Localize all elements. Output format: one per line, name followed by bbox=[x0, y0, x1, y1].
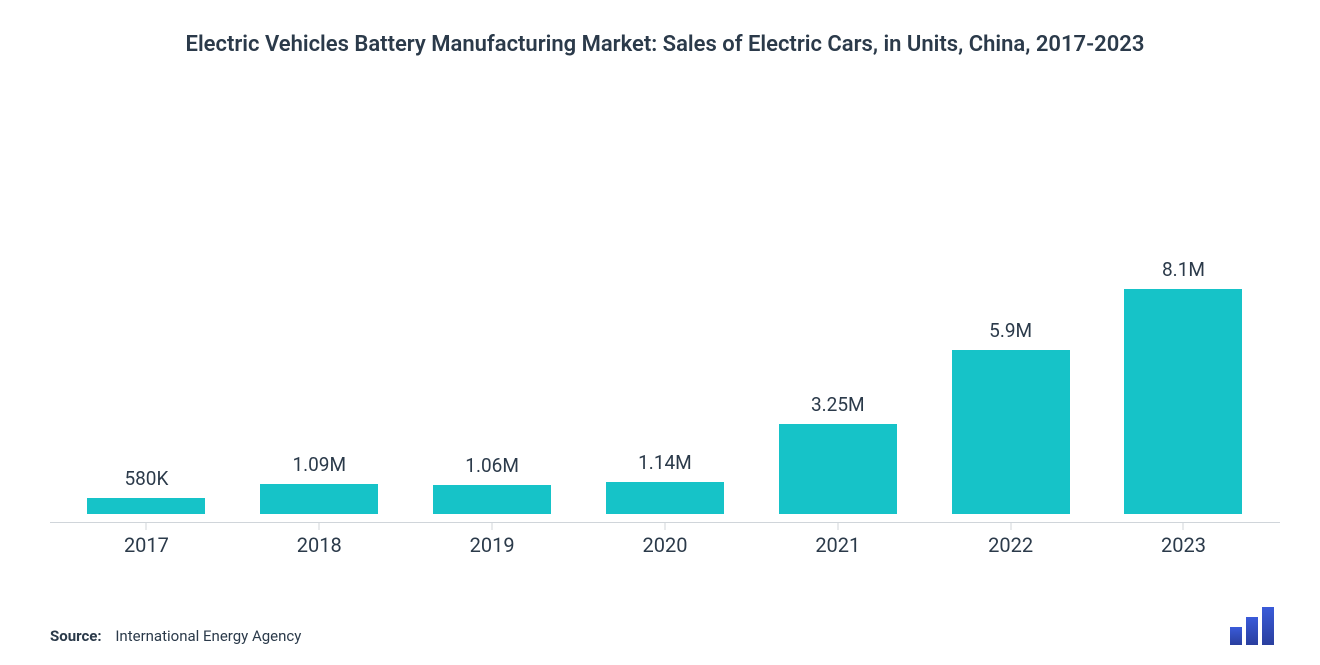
source-text: International Energy Agency bbox=[115, 627, 301, 645]
logo-bar bbox=[1246, 617, 1258, 645]
bar-group: 580K bbox=[76, 467, 216, 514]
chart-container: Electric Vehicles Battery Manufacturing … bbox=[0, 0, 1320, 665]
bar-group: 3.25M bbox=[768, 393, 908, 514]
bar bbox=[87, 498, 205, 514]
brand-logo-icon bbox=[1230, 607, 1280, 645]
bar-group: 5.9M bbox=[941, 319, 1081, 514]
chart-title: Electric Vehicles Battery Manufacturing … bbox=[186, 30, 1145, 61]
bar-value-label: 1.09M bbox=[292, 453, 346, 476]
bar-value-label: 3.25M bbox=[811, 393, 865, 416]
logo-bar bbox=[1230, 627, 1242, 645]
x-axis: 2017 2018 2019 2020 2021 2022 2023 bbox=[50, 522, 1280, 557]
x-axis-tick: 2022 bbox=[941, 523, 1081, 557]
x-axis-tick: 2023 bbox=[1113, 523, 1253, 557]
x-axis-tick: 2020 bbox=[595, 523, 735, 557]
chart-footer: Source: International Energy Agency bbox=[50, 557, 1280, 645]
logo-bar bbox=[1262, 607, 1274, 645]
x-axis-tick: 2019 bbox=[422, 523, 562, 557]
bar-group: 8.1M bbox=[1113, 258, 1253, 514]
bar-value-label: 1.06M bbox=[465, 454, 519, 477]
source-label: Source: bbox=[50, 627, 102, 645]
x-axis-tick: 2018 bbox=[249, 523, 389, 557]
source-line: Source: International Energy Agency bbox=[50, 627, 301, 645]
bar bbox=[433, 485, 551, 514]
bar bbox=[1124, 289, 1242, 514]
bar-value-label: 580K bbox=[124, 467, 168, 490]
bar bbox=[779, 424, 897, 514]
bar bbox=[606, 482, 724, 514]
bar-value-label: 5.9M bbox=[989, 319, 1032, 342]
bar-group: 1.09M bbox=[249, 453, 389, 514]
bar-group: 1.06M bbox=[422, 454, 562, 514]
bar-value-label: 1.14M bbox=[638, 451, 692, 474]
bar bbox=[952, 350, 1070, 514]
bar-value-label: 8.1M bbox=[1162, 258, 1205, 281]
bar-group: 1.14M bbox=[595, 451, 735, 514]
x-axis-tick: 2021 bbox=[768, 523, 908, 557]
plot-area: 580K 1.09M 1.06M 1.14M 3.25M 5.9M 8.1M bbox=[50, 76, 1280, 514]
x-axis-tick: 2017 bbox=[76, 523, 216, 557]
bar bbox=[260, 484, 378, 514]
